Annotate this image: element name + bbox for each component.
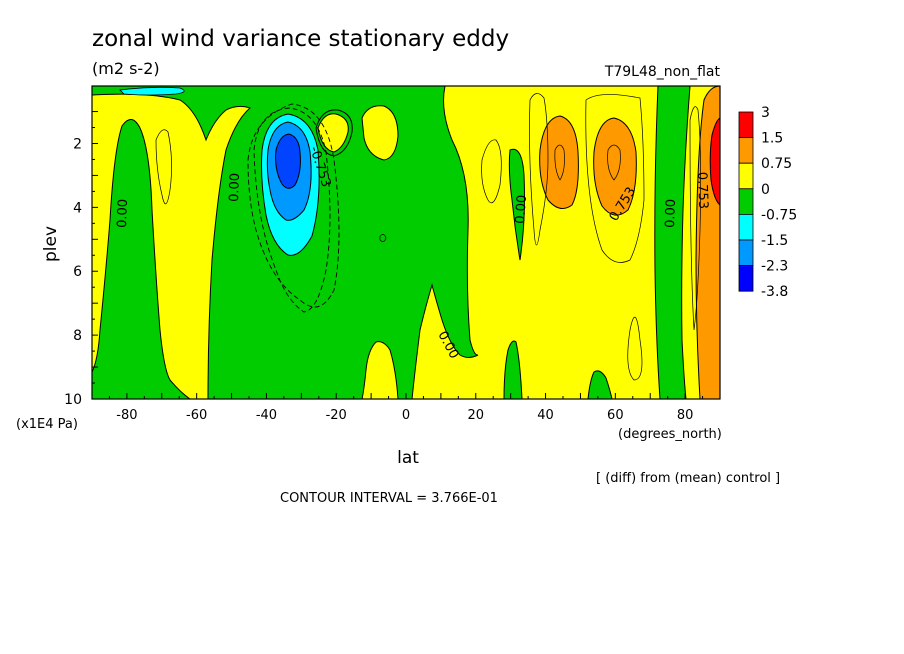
isoline-9	[379, 234, 387, 242]
y-axis: 2 4 6 8 10	[64, 111, 98, 408]
y-tick-label: 8	[73, 328, 82, 344]
colorbar-swatch	[738, 213, 754, 241]
colorbar-label: -3.8	[761, 284, 788, 300]
chart-title: zonal wind variance stationary eddy	[92, 26, 509, 52]
colorbar-label: -1.5	[761, 233, 788, 249]
diff-note: [ (diff) from (mean) control ]	[596, 471, 780, 486]
colorbar-label: -2.3	[761, 259, 788, 275]
contour-label: 0.00	[513, 194, 530, 224]
x-axis-units: (degrees_north)	[618, 427, 722, 442]
dashed-contours	[247, 103, 340, 313]
colorbar-swatch	[738, 188, 754, 215]
isoline-8	[689, 106, 702, 331]
orange-region-43n	[539, 115, 579, 210]
x-tick-label: -20	[326, 408, 347, 423]
colorbar-swatch	[738, 265, 754, 292]
contour-interval: CONTOUR INTERVAL = 3.766E-01	[280, 491, 498, 506]
y-tick-label: 10	[64, 392, 82, 408]
colorbar-label: 1.5	[761, 131, 783, 147]
chart-units: (m2 s-2)	[92, 59, 160, 78]
negative-region-left-column	[92, 86, 191, 399]
y-axis-units: (x1E4 Pa)	[16, 417, 78, 432]
dashed-isoline-1	[253, 107, 331, 313]
x-tick-label: 80	[677, 408, 694, 423]
colorbar-label: 0.75	[761, 156, 792, 172]
negative-region-bottom-55n	[587, 370, 613, 399]
colorbar-swatch	[738, 162, 754, 190]
colorbar-swatch	[738, 111, 754, 139]
colorbar-swatch	[738, 239, 754, 267]
colorbar: 3 1.5 0.75 0 -0.75 -1.5 -2.3 -3.8	[738, 105, 797, 300]
y-tick-label: 4	[73, 200, 82, 216]
isoline-6	[607, 144, 621, 181]
colorbar-label: -0.75	[761, 207, 797, 223]
contour-label: 0.753	[694, 172, 710, 210]
x-tick-label: -60	[186, 408, 207, 423]
colorbar-label: 3	[761, 105, 770, 121]
y-tick-label: 2	[73, 136, 82, 152]
x-tick-label: -80	[116, 408, 137, 423]
isoline-2	[481, 139, 502, 204]
negative-region-strip-30n	[508, 148, 525, 261]
isoline-4	[585, 94, 645, 263]
isoline-7	[627, 316, 643, 381]
isoline-5	[554, 144, 565, 181]
x-axis: -80 -60 -40 -20 0 20 40 60 80	[91, 393, 721, 423]
plot-area	[92, 86, 720, 399]
run-label: T79L48_non_flat	[604, 64, 721, 80]
isoline-3	[529, 93, 549, 246]
negative-region-column-75n	[654, 86, 691, 399]
positive-island-10s	[361, 105, 399, 161]
x-tick-label: 40	[537, 408, 554, 423]
y-axis-label: plev	[41, 226, 61, 262]
isoline-1	[155, 129, 172, 205]
red-region-pole	[709, 117, 720, 206]
y-tick-label: 6	[73, 264, 82, 280]
cyan-top-streak	[119, 86, 185, 96]
dashed-isoline-2	[247, 103, 340, 308]
x-tick-label: 20	[468, 408, 485, 423]
contour-label: 0.00	[663, 199, 679, 228]
contour-label: 0.00	[227, 173, 243, 202]
positive-island-20s	[317, 113, 349, 153]
thin-contours	[155, 93, 702, 381]
contour-label: 0.00	[115, 199, 131, 228]
orange-region-60n	[593, 117, 637, 216]
colorbar-swatch	[738, 137, 754, 164]
x-axis-label: lat	[397, 448, 419, 468]
negative-region-bottom-30n	[503, 340, 523, 399]
colorbar-label: 0	[761, 182, 770, 198]
x-tick-label: 0	[402, 408, 410, 423]
x-tick-label: -40	[256, 408, 277, 423]
deep-blue-core	[275, 133, 301, 189]
x-tick-label: 60	[607, 408, 624, 423]
